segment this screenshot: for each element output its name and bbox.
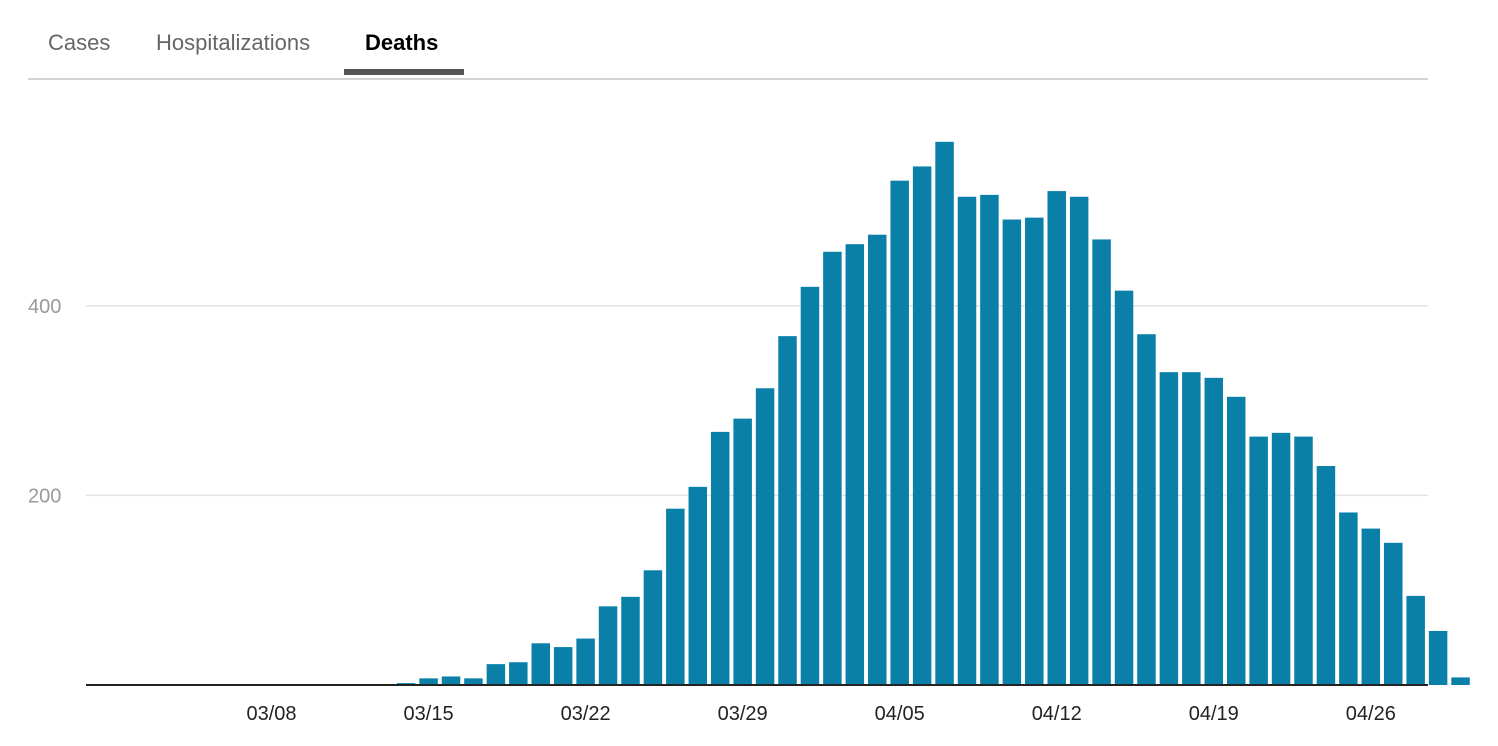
- bar-04-08[interactable]: [957, 196, 977, 685]
- x-tick-label: 04/12: [1032, 703, 1082, 725]
- bar-04-02[interactable]: [823, 251, 842, 685]
- bar-03-29[interactable]: [733, 418, 752, 685]
- bar-03-24[interactable]: [621, 596, 640, 685]
- bar-04-09[interactable]: [980, 194, 999, 685]
- bar-03-30[interactable]: [755, 388, 775, 685]
- bar-04-24[interactable]: [1316, 466, 1336, 685]
- bar-04-17[interactable]: [1159, 372, 1179, 685]
- bar-04-07[interactable]: [935, 141, 954, 685]
- bar-04-30[interactable]: [1451, 677, 1470, 685]
- bar-03-27[interactable]: [688, 486, 708, 685]
- tab-deaths[interactable]: Deaths: [365, 30, 439, 55]
- bar-04-20[interactable]: [1226, 396, 1246, 685]
- bar-04-13[interactable]: [1069, 196, 1089, 685]
- bar-03-22[interactable]: [576, 638, 595, 685]
- x-tick-label: 04/26: [1346, 703, 1396, 725]
- active-tab-indicator: [344, 69, 464, 75]
- bar-04-18[interactable]: [1182, 372, 1201, 685]
- bar-04-26[interactable]: [1361, 528, 1381, 685]
- x-tick-label: 04/19: [1189, 703, 1239, 725]
- bar-03-31[interactable]: [778, 336, 797, 685]
- y-axis-labels: 200 400: [28, 296, 61, 508]
- bar-04-12[interactable]: [1047, 191, 1066, 686]
- bar-04-10[interactable]: [1002, 219, 1022, 686]
- bar-03-25[interactable]: [643, 570, 663, 685]
- bar-03-20[interactable]: [531, 643, 550, 685]
- tab-hospitalizations[interactable]: Hospitalizations: [156, 30, 311, 55]
- bar-03-16[interactable]: [441, 676, 461, 685]
- bar-03-23[interactable]: [598, 606, 618, 685]
- bar-04-04[interactable]: [868, 234, 887, 685]
- bar-04-05[interactable]: [890, 180, 909, 685]
- y-tick-label: 400: [28, 296, 61, 318]
- x-tick-label: 03/15: [404, 703, 454, 725]
- bar-04-16[interactable]: [1137, 334, 1156, 685]
- bar-04-11[interactable]: [1025, 217, 1044, 686]
- x-tick-label: 04/05: [875, 703, 925, 725]
- bars: [374, 141, 1470, 686]
- bar-04-29[interactable]: [1428, 630, 1448, 685]
- bar-04-23[interactable]: [1294, 436, 1313, 685]
- bar-03-17[interactable]: [464, 678, 483, 685]
- bar-04-22[interactable]: [1271, 432, 1291, 685]
- x-tick-label: 03/08: [247, 703, 297, 725]
- y-tick-label: 200: [28, 485, 61, 507]
- bar-04-25[interactable]: [1339, 512, 1358, 685]
- tab-cases[interactable]: Cases: [48, 30, 111, 55]
- bar-04-06[interactable]: [912, 166, 932, 686]
- x-axis-labels: 03/08 03/15 03/22 03/29 04/05 04/12 04/19 04/26: [247, 703, 1396, 725]
- x-tick-label: 03/29: [718, 703, 768, 725]
- bar-03-15[interactable]: [419, 678, 438, 685]
- bar-03-18[interactable]: [486, 664, 506, 685]
- bar-04-28[interactable]: [1406, 595, 1425, 685]
- bar-03-19[interactable]: [509, 662, 528, 685]
- bar-04-15[interactable]: [1114, 290, 1134, 685]
- x-tick-label: 03/22: [561, 703, 611, 725]
- tab-bar: Cases Hospitalizations Deaths: [28, 0, 1428, 80]
- bar-03-21[interactable]: [553, 647, 573, 685]
- bar-04-21[interactable]: [1249, 436, 1268, 685]
- bar-04-03[interactable]: [845, 244, 865, 685]
- bar-04-19[interactable]: [1204, 377, 1224, 685]
- bar-04-01[interactable]: [800, 286, 820, 685]
- bar-04-27[interactable]: [1383, 542, 1403, 685]
- bar-03-26[interactable]: [666, 508, 685, 685]
- bar-04-14[interactable]: [1092, 239, 1111, 685]
- bar-03-28[interactable]: [710, 431, 730, 685]
